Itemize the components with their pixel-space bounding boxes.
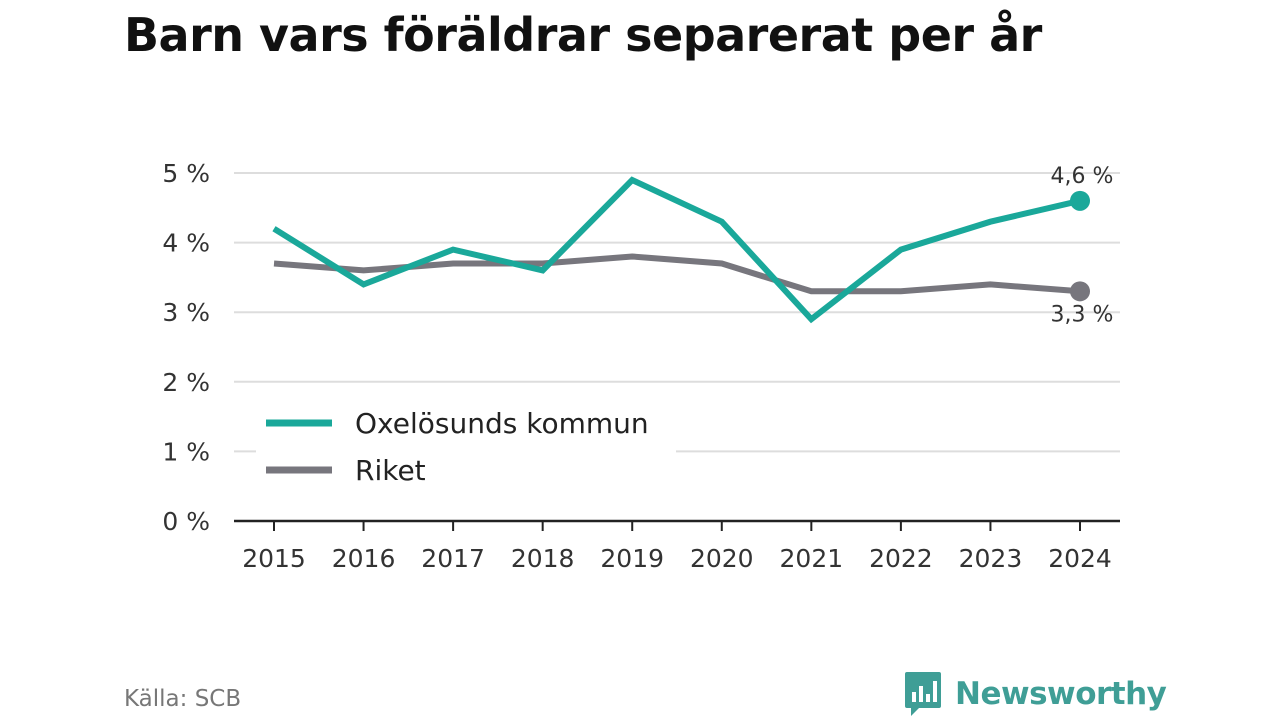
x-tick-label: 2024 — [1048, 544, 1112, 573]
series-lines: 4,6 % 3,3 % — [272, 164, 1114, 327]
newsworthy-logo-icon — [905, 672, 941, 716]
y-tick-label: 4 % — [162, 229, 210, 258]
y-axis-ticks: 0 % 1 % 2 % 3 % 4 % 5 % — [162, 159, 210, 536]
legend-label: Oxelösunds kommun — [355, 407, 649, 440]
end-value-label: 4,6 % — [1051, 164, 1114, 189]
brand-logo: Newsworthy — [903, 670, 1167, 718]
y-tick-label: 1 % — [162, 437, 210, 466]
legend-label: Riket — [355, 454, 426, 487]
line-chart: 0 %1 %2 %3 %4 %5 % 2015 2016 2017 2018 2019 2… — [162, 159, 1120, 573]
legend: Oxelösunds kommun Riket — [256, 395, 676, 491]
y-tick-label: 0 % — [162, 507, 210, 536]
y-tick-label: 5 % — [162, 159, 210, 188]
x-tick-label: 2015 — [242, 544, 306, 573]
x-tick-label: 2023 — [959, 544, 1023, 573]
chart-title: Barn vars föräldrar separerat per år — [124, 8, 1042, 62]
x-tick-label: 2016 — [332, 544, 396, 573]
x-tick-label: 2018 — [511, 544, 575, 573]
series-line — [272, 176, 1081, 324]
x-tick-label: 2020 — [690, 544, 754, 573]
x-axis: 2015 2016 2017 2018 2019 2020 2021 2022 2023 2024 — [234, 519, 1120, 573]
end-point — [1070, 190, 1090, 211]
legend-background — [256, 395, 676, 491]
x-tick-label: 2022 — [869, 544, 933, 573]
x-tick-label: 2021 — [780, 544, 844, 573]
source-note: Källa: SCB — [124, 686, 242, 712]
y-tick-label: 2 % — [162, 368, 210, 397]
brand-name: Newsworthy — [955, 676, 1167, 712]
end-value-label: 3,3 % — [1051, 302, 1114, 327]
y-tick-label: 3 % — [162, 298, 210, 327]
x-tick-label: 2017 — [421, 544, 485, 573]
x-tick-label: 2019 — [600, 544, 664, 573]
end-point — [1070, 281, 1090, 302]
